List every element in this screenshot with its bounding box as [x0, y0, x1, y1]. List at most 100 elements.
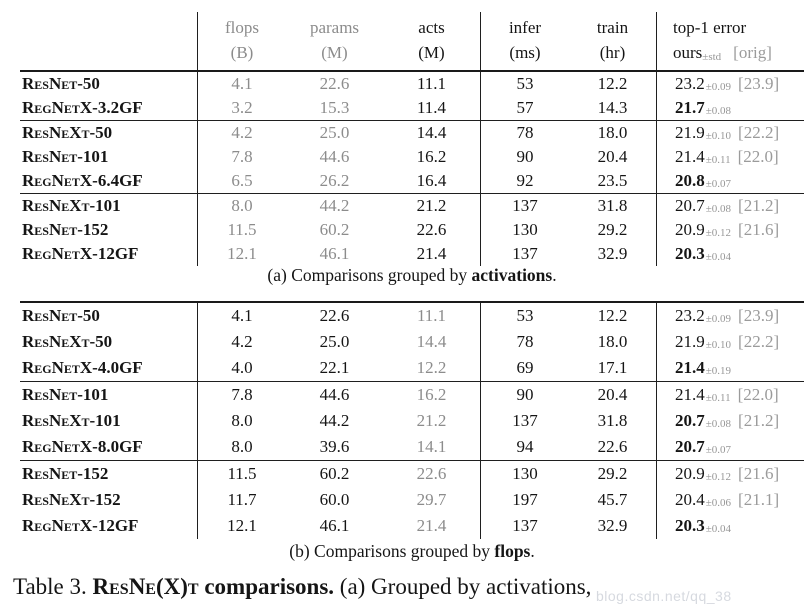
model-name: RegNetX-12GF: [20, 513, 198, 539]
table-row: RegNetX-6.4GF 6.5 26.2 16.4 92 23.5 20.8…: [20, 169, 804, 193]
acts-value: 16.2: [383, 382, 481, 408]
flops-value: 4.2: [231, 332, 253, 351]
params-value: 60.2: [319, 464, 350, 483]
acts-value: 11.1: [383, 72, 481, 96]
model-name: RegNetX-8.0GF: [20, 434, 198, 460]
top1-error-value: 20.4 ±0.06 [21.1]: [675, 490, 780, 509]
flops-value: 11.5: [227, 464, 257, 483]
flops-value: 12.1: [227, 244, 257, 263]
train-value: 12.2: [569, 72, 657, 96]
params-value: 44.2: [319, 411, 350, 430]
infer-value: 137: [512, 244, 538, 263]
top1-error-value: 21.4 ±0.19: [675, 358, 732, 377]
flops-column-header: flops (B): [225, 18, 259, 62]
model-name: ResNeXt-101: [20, 194, 198, 218]
flops-value: 8.0: [231, 411, 253, 430]
params-value: 60.2: [319, 220, 350, 239]
params-value: 15.3: [319, 98, 350, 117]
infer-value: 57: [516, 98, 534, 117]
subtable-a-caption: (a) Comparisons grouped by activations.: [267, 265, 557, 285]
model-name: RegNetX-12GF: [20, 242, 198, 266]
train-value: 20.4: [569, 382, 657, 408]
table-row: ResNeXt-50 4.2 25.0 14.4 78 18.0 21.9 ±0.…: [20, 120, 804, 145]
train-value: 18.0: [569, 329, 657, 355]
train-value: 45.7: [569, 487, 657, 513]
model-name: ResNet-101: [20, 145, 198, 169]
model-column-header: [20, 12, 198, 70]
train-value: 29.2: [569, 461, 657, 487]
flops-value: 7.8: [231, 385, 253, 404]
params-value: 25.0: [319, 123, 350, 142]
params-value: 25.0: [319, 332, 350, 351]
model-name: ResNeXt-152: [20, 487, 198, 513]
table-row: ResNeXt-50 4.2 25.0 14.4 78 18.0 21.9 ±0.…: [20, 329, 804, 355]
train-value: 32.9: [569, 242, 657, 266]
table-caption: Table 3. ResNe(X)t comparisons. (a) Grou…: [13, 574, 592, 599]
train-value: 20.4: [569, 145, 657, 169]
top1-error-value: 21.9 ±0.10 [22.2]: [675, 332, 780, 351]
infer-value: 197: [512, 490, 538, 509]
acts-value: 14.4: [383, 329, 481, 355]
infer-value: 90: [516, 147, 534, 166]
infer-value: 137: [512, 516, 538, 535]
model-name: ResNet-50: [20, 303, 198, 329]
acts-value: 22.6: [383, 461, 481, 487]
infer-value: 53: [516, 306, 534, 325]
flops-value: 3.2: [231, 98, 253, 117]
params-value: 44.2: [319, 196, 350, 215]
acts-value: 11.4: [383, 96, 481, 120]
params-value: 44.6: [319, 385, 350, 404]
top1-error-value: 21.7 ±0.08: [675, 98, 732, 117]
model-name: RegNetX-4.0GF: [20, 355, 198, 381]
params-value: 46.1: [319, 244, 350, 263]
model-name: RegNetX-6.4GF: [20, 169, 198, 193]
flops-value: 11.5: [227, 220, 257, 239]
subtable-a: flops (B) params (M) acts (M) infer (ms) tra…: [20, 12, 804, 266]
table-row: ResNet-152 11.5 60.2 22.6 130 29.2 20.9 ±…: [20, 460, 804, 487]
top1-error-value: 20.7 ±0.07: [675, 437, 732, 456]
top1-error-value: 20.8 ±0.07: [675, 171, 732, 190]
model-name: ResNet-50: [20, 72, 198, 96]
top1-error-value: 23.2 ±0.09 [23.9]: [675, 74, 780, 93]
params-value: 26.2: [319, 171, 350, 190]
top1-error-value: 20.9 ±0.12 [21.6]: [675, 220, 780, 239]
table-row: RegNetX-3.2GF 3.2 15.3 11.4 57 14.3 21.7…: [20, 96, 804, 120]
flops-value: 6.5: [231, 171, 253, 190]
train-value: 31.8: [569, 408, 657, 434]
infer-value: 90: [516, 385, 534, 404]
params-value: 22.6: [319, 74, 350, 93]
train-value: 18.0: [569, 121, 657, 145]
top1-error-value: 21.4 ±0.11 [22.0]: [675, 385, 779, 404]
error-column-header: top-1 error ours±std [orig]: [673, 18, 772, 63]
acts-value: 29.7: [383, 487, 481, 513]
table-row: ResNeXt-101 8.0 44.2 21.2 137 31.8 20.7 ±…: [20, 193, 804, 218]
train-value: 23.5: [569, 169, 657, 193]
table-row: RegNetX-12GF 12.1 46.1 21.4 137 32.9 20.…: [20, 242, 804, 266]
top1-error-value: 20.3 ±0.04: [675, 244, 732, 263]
params-value: 39.6: [319, 437, 350, 456]
subtable-b: ResNet-50 4.1 22.6 11.1 53 12.2 23.2 ±0.0…: [20, 301, 804, 539]
infer-value: 137: [512, 196, 538, 215]
model-name: ResNeXt-50: [20, 329, 198, 355]
subtable-a-header: flops (B) params (M) acts (M) infer (ms) tra…: [20, 12, 804, 72]
params-value: 60.0: [319, 490, 350, 509]
flops-value: 12.1: [227, 516, 257, 535]
acts-value: 21.4: [383, 242, 481, 266]
top1-error-value: 20.9 ±0.12 [21.6]: [675, 464, 780, 483]
train-column-header: train (hr): [569, 12, 657, 70]
model-name: ResNet-152: [20, 461, 198, 487]
acts-value: 22.6: [383, 218, 481, 242]
table-row: ResNeXt-152 11.7 60.0 29.7 197 45.7 20.4…: [20, 487, 804, 513]
top1-error-value: 20.7 ±0.08 [21.2]: [675, 196, 780, 215]
flops-value: 4.1: [231, 306, 253, 325]
model-name: RegNetX-3.2GF: [20, 96, 198, 120]
train-value: 32.9: [569, 513, 657, 539]
table-row: ResNet-50 4.1 22.6 11.1 53 12.2 23.2 ±0.0…: [20, 303, 804, 329]
train-value: 12.2: [569, 303, 657, 329]
table-row: ResNet-50 4.1 22.6 11.1 53 12.2 23.2 ±0.0…: [20, 72, 804, 96]
infer-value: 94: [516, 437, 534, 456]
model-name: ResNeXt-101: [20, 408, 198, 434]
acts-value: 12.2: [383, 355, 481, 381]
top1-error-value: 20.7 ±0.08 [21.2]: [675, 411, 780, 430]
params-column-header: params (M): [309, 18, 360, 62]
